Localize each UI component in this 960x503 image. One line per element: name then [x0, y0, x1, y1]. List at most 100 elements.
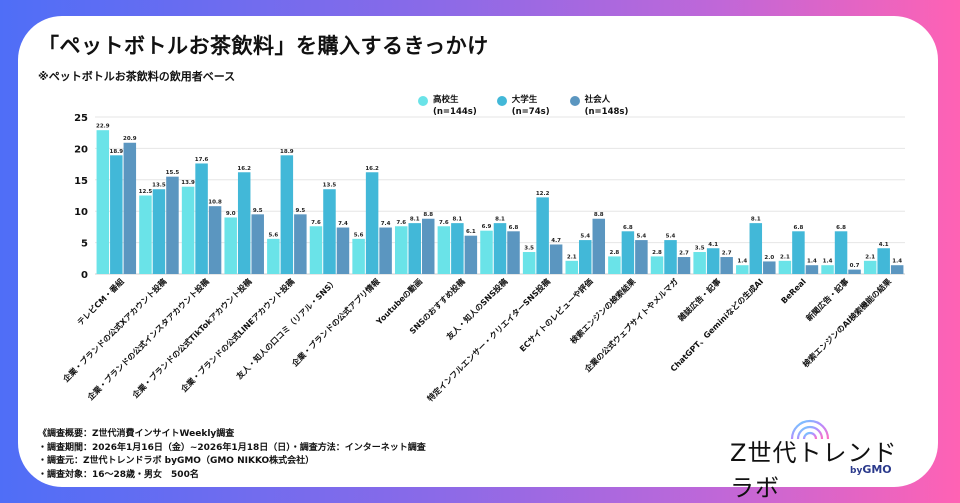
bar	[720, 257, 733, 274]
legend-dot-worker	[569, 96, 580, 106]
data-label: 4.1	[879, 242, 889, 248]
data-label: 9.5	[253, 208, 263, 214]
data-label: 18.9	[280, 149, 294, 155]
bar	[195, 163, 208, 274]
x-tick-label: ChatGPT、Geminiなどの生成AI	[668, 276, 765, 373]
bar	[507, 231, 520, 274]
data-label: 7.4	[381, 221, 391, 227]
data-label: 5.4	[637, 234, 647, 240]
logo-brand: GMO	[862, 463, 892, 476]
data-label: 0.7	[850, 263, 860, 269]
legend-item-university: 大学生 (n=74s)	[496, 94, 550, 118]
bar	[110, 155, 123, 274]
bar	[664, 240, 677, 274]
bar	[208, 206, 222, 274]
x-tick-label: 検索エンジンのAI検索機能の結果	[800, 276, 893, 369]
data-label: 8.1	[410, 217, 420, 223]
bar	[763, 261, 776, 274]
bar	[677, 257, 691, 274]
data-label: 4.7	[551, 238, 561, 244]
data-label: 6.8	[509, 225, 519, 231]
data-label: 7.4	[338, 221, 348, 227]
x-tick-label: ECサイトのレビューや評価	[517, 276, 594, 353]
legend-label: 大学生	[511, 95, 538, 105]
bar	[693, 252, 706, 274]
data-label: 10.8	[208, 200, 222, 206]
bar	[437, 226, 451, 274]
brand-logo: Z世代トレンドラボ byGMO	[730, 405, 910, 502]
bar	[890, 265, 904, 274]
x-tick-label: 雑誌広告・記事	[675, 276, 722, 323]
data-label: 2.7	[722, 251, 732, 257]
bar	[565, 260, 579, 274]
data-label: 12.2	[536, 191, 550, 197]
legend-n: (n=148s)	[584, 107, 629, 117]
data-label: 18.9	[110, 149, 124, 155]
bar	[166, 176, 179, 274]
bar	[877, 248, 890, 274]
data-label: 6.8	[794, 225, 804, 231]
data-label: 2.7	[679, 251, 689, 257]
legend-label: 高校生	[433, 95, 459, 105]
data-label: 15.5	[166, 170, 180, 176]
survey-notes: 《調査概要：Z世代消費インサイトWeekly調査 ・調査期間：2026年1月16…	[38, 428, 426, 482]
data-label: 4.1	[708, 242, 718, 248]
data-label: 5.6	[354, 232, 364, 238]
data-label: 2.1	[567, 254, 577, 260]
data-label: 8.8	[423, 212, 433, 218]
bar	[579, 240, 592, 274]
bar	[650, 256, 664, 274]
bar	[224, 217, 237, 274]
y-tick-label: 15	[74, 176, 88, 187]
bar	[421, 218, 435, 274]
x-tick-label: 新聞広告・記事	[804, 276, 851, 323]
bar	[821, 265, 834, 274]
data-label: 8.1	[751, 217, 761, 223]
bar	[294, 214, 307, 274]
x-tick-label: テレビCM・番組	[75, 276, 126, 327]
bar	[280, 155, 294, 274]
bar	[352, 238, 365, 274]
data-label: 7.6	[396, 220, 406, 226]
y-tick-label: 5	[81, 239, 88, 250]
legend-n: (n=144s)	[433, 107, 477, 117]
survey-note: ・調査期間：2026年1月16日（金）~2026年1月18日（日）・調査方法：イ…	[38, 442, 426, 453]
bar	[635, 240, 648, 274]
data-label: 6.9	[482, 224, 492, 230]
legend-label: 社会人	[584, 95, 611, 105]
page-title: 「ペットボトルお茶飲料」を購入するきっかけ	[38, 34, 489, 58]
data-label: 20.9	[123, 136, 137, 142]
bar	[736, 265, 749, 274]
data-label: 2.8	[652, 250, 662, 256]
bar	[267, 238, 280, 274]
legend-dot-university	[496, 96, 507, 106]
data-label: 9.5	[295, 208, 305, 214]
signal-icon	[790, 419, 830, 440]
data-label: 2.0	[764, 255, 774, 261]
bar	[805, 265, 819, 274]
legend-dot-highschool	[418, 96, 428, 106]
data-label: 1.4	[823, 259, 833, 265]
data-label: 1.4	[892, 259, 902, 265]
bar	[778, 260, 792, 274]
bar	[451, 223, 464, 274]
chart-legend: 高校生 (n=144s) 大学生 (n=74s) 社会人 (n=148s)	[418, 94, 628, 118]
bar	[365, 172, 379, 274]
y-tick-label: 20	[74, 144, 88, 155]
survey-note: ・調査元：Z世代トレンドラボ byGMO（GMO NIKKO株式会社）	[38, 456, 315, 466]
data-label: 1.4	[737, 259, 747, 265]
data-label: 2.8	[610, 250, 620, 256]
data-label: 2.1	[780, 254, 790, 260]
bar	[123, 142, 137, 274]
data-label: 6.8	[623, 225, 633, 231]
bar	[706, 248, 720, 274]
bar	[749, 223, 763, 274]
bar	[522, 252, 536, 274]
data-label: 1.4	[807, 259, 817, 265]
data-label: 6.1	[466, 229, 476, 235]
data-label: 17.6	[195, 157, 209, 163]
bar	[251, 214, 264, 274]
bar	[394, 226, 408, 274]
bar	[464, 235, 478, 274]
